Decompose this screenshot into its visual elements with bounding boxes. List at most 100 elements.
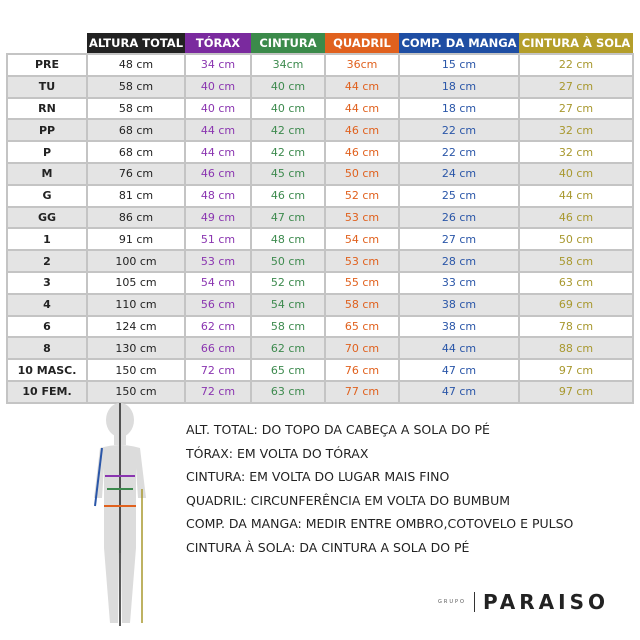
measurement-cell: 63 cm [250,379,326,404]
size-label: PRE [6,53,88,77]
measurement-cell: 44 cm [324,74,400,99]
sleeve-line [94,447,103,507]
measurement-cell: 26 cm [398,205,520,230]
measurement-cell: 25 cm [398,183,520,208]
measurement-cell: 27 cm [398,227,520,252]
measurement-cell: 58 cm [250,314,326,339]
body-measurement-figure [94,403,146,626]
size-label: G [6,183,88,208]
measurement-cell: 52 cm [324,183,400,208]
size-label: 2 [6,249,88,273]
measurement-cell: 54 cm [324,227,400,252]
measurement-cell: 58 cm [324,292,400,317]
measurement-cell: 27 cm [518,74,634,99]
measurement-cell: 50 cm [250,249,326,273]
measurement-cell: 27 cm [518,96,634,121]
measurement-cell: 32 cm [518,140,634,164]
measurement-cell: 22 cm [518,53,634,77]
logo-brand: PARAISO [482,590,609,614]
column-header: COMP. DA MANGA [399,33,519,54]
measurement-cell: 15 cm [398,53,520,77]
measurement-cell: 68 cm [86,118,186,143]
measurement-cell: 50 cm [324,161,400,186]
measurement-cell: 124 cm [86,314,186,339]
size-label: TU [6,74,88,99]
size-label: 10 MASC. [6,358,88,382]
measurement-cell: 28 cm [398,249,520,273]
measurement-cell: 54 cm [184,270,252,295]
measurement-cell: 40 cm [184,96,252,121]
measurement-cell: 36cm [324,53,400,77]
measurement-cell: 38 cm [398,292,520,317]
measurement-cell: 18 cm [398,96,520,121]
legend-item: CINTURA: EM VOLTA DO LUGAR MAIS FINO [186,469,450,485]
measurement-cell: 22 cm [398,140,520,164]
legend-item: ALT. TOTAL: DO TOPO DA CABEÇA A SOLA DO … [186,422,490,437]
measurement-legend: ALT. TOTAL: DO TOPO DA CABEÇA A SOLA DO … [186,420,573,562]
table-row: 1 91 cm 51 cm 48 cm 54 cm 27 cm 50 cm [6,227,634,252]
size-label: 1 [6,227,88,252]
column-header: QUADRIL [325,33,399,54]
table-row: PRE 48 cm 34 cm 34cm 36cm 15 cm 22 cm [6,53,634,77]
measurement-cell: 46 cm [184,161,252,186]
table-row: RN 58 cm 40 cm 40 cm 44 cm 18 cm 27 cm [6,96,634,121]
table-row: 6 124 cm 62 cm 58 cm 65 cm 38 cm 78 cm [6,314,634,339]
table-row: PP 68 cm 44 cm 42 cm 46 cm 22 cm 32 cm [6,118,634,143]
logo: GRUPO PARAISO [438,590,609,614]
legend-item: TÓRAX: EM VOLTA DO TÓRAX [186,445,369,461]
size-table: ALTURA TOTAL TÓRAX CINTURA QUADRIL COMP. DA … [6,33,634,404]
measurement-cell: 34 cm [184,53,252,77]
blank-header [7,33,87,54]
table-row: 4 110 cm 56 cm 54 cm 58 cm 38 cm 69 cm [6,292,634,317]
table-row: 3 105 cm 54 cm 52 cm 55 cm 33 cm 63 cm [6,270,634,295]
measurement-cell: 72 cm [184,379,252,404]
size-label: 8 [6,336,88,361]
measurement-cell: 49 cm [184,205,252,230]
table-row: 10 MASC. 150 cm 72 cm 65 cm 76 cm 47 cm 97 cm [6,358,634,382]
measurement-cell: 47 cm [398,358,520,382]
measurement-cell: 24 cm [398,161,520,186]
table-row: G 81 cm 48 cm 46 cm 52 cm 25 cm 44 cm [6,183,634,208]
column-header: ALTURA TOTAL [87,33,185,54]
size-label: GG [6,205,88,230]
column-header: CINTURA À SOLA [519,33,633,54]
measurement-cell: 150 cm [86,358,186,382]
measurement-cell: 55 cm [324,270,400,295]
measurement-cell: 78 cm [518,314,634,339]
measurement-cell: 48 cm [86,53,186,77]
size-label: PP [6,118,88,143]
measurement-cell: 48 cm [184,183,252,208]
measurement-cell: 47 cm [250,205,326,230]
measurement-cell: 69 cm [518,292,634,317]
measurement-cell: 62 cm [184,314,252,339]
size-label: 10 FEM. [6,379,88,404]
measurement-cell: 47 cm [398,379,520,404]
measurement-cell: 65 cm [250,358,326,382]
measurement-cell: 44 cm [184,140,252,164]
measurement-cell: 130 cm [86,336,186,361]
measurement-cell: 58 cm [86,74,186,99]
measurement-cell: 51 cm [184,227,252,252]
size-label: 3 [6,270,88,295]
measurement-cell: 91 cm [86,227,186,252]
measurement-cell: 62 cm [250,336,326,361]
measurement-cell: 76 cm [86,161,186,186]
measurement-cell: 33 cm [398,270,520,295]
measurement-cell: 42 cm [250,140,326,164]
measurement-cell: 42 cm [250,118,326,143]
measurement-cell: 100 cm [86,249,186,273]
measurement-cell: 70 cm [324,336,400,361]
measurement-cell: 45 cm [250,161,326,186]
measurement-cell: 53 cm [184,249,252,273]
measurement-cell: 40 cm [518,161,634,186]
size-label: P [6,140,88,164]
table-row: 8 130 cm 66 cm 62 cm 70 cm 44 cm 88 cm [6,336,634,361]
measurement-cell: 44 cm [184,118,252,143]
measurement-cell: 46 cm [518,205,634,230]
measurement-cell: 88 cm [518,336,634,361]
legend-item: QUADRIL: CIRCUNFERÊNCIA EM VOLTA DO BUMB… [186,492,511,508]
measurement-cell: 18 cm [398,74,520,99]
logo-divider [473,592,475,612]
table-row: 10 FEM. 150 cm 72 cm 63 cm 77 cm 47 cm 97 cm [6,379,634,404]
measurement-cell: 56 cm [184,292,252,317]
